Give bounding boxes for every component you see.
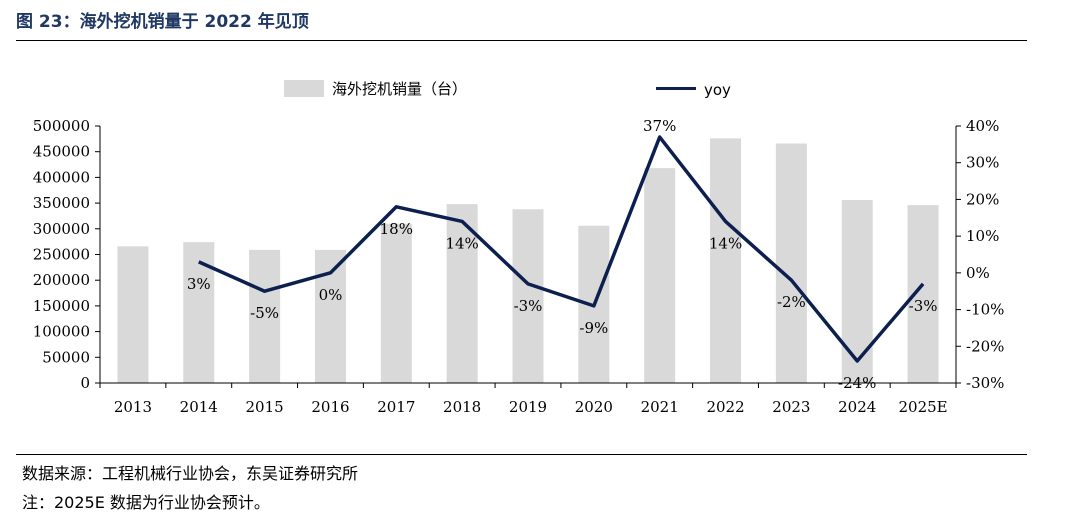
bar-2021 [644,168,676,383]
yoy-label-2020: -9% [579,319,608,337]
yoy-label-2017: 18% [380,220,413,238]
yoy-label-2023: -2% [777,293,806,311]
yoy-label-2025E: -3% [909,297,938,315]
x-tick-label: 2017 [377,398,415,416]
legend: 海外挖机销量（台） yoy [284,80,731,99]
tick-labels: 0 50000 100000 150000 200000 250000 300000 3500… [33,117,1005,416]
bar-2019 [512,209,544,383]
yoy-label-2015: -5% [250,304,279,322]
left-tick-label: 500000 [33,117,90,135]
x-tick-label: 2016 [311,398,349,416]
right-tick-label: 30% [966,154,999,172]
bar-2024 [841,200,873,383]
right-tick-label: -30% [966,374,1004,392]
footer-rule [16,454,1027,455]
bar-2023 [775,143,807,383]
footnote: 注：2025E 数据为行业协会预计。 [22,493,270,512]
yoy-label-2024: -24% [838,374,876,392]
figure-title: 图 23：海外挖机销量于 2022 年见顶 [16,12,309,32]
x-tick-label: 2019 [509,398,547,416]
yoy-label-2019: -3% [514,297,543,315]
left-tick-label: 300000 [33,220,90,238]
yoy-label-2021: 37% [643,117,676,135]
bar-2017 [380,223,412,383]
left-tick-label: 50000 [42,348,90,366]
legend-bar-label: 海外挖机销量（台） [332,80,467,98]
right-tick-label: 0% [966,264,990,282]
bar-series [117,138,939,383]
left-tick-label: 0 [80,374,90,392]
x-tick-label: 2020 [575,398,613,416]
x-tick-label: 2025E [899,398,948,416]
bar-2016 [314,249,346,383]
left-tick-label: 450000 [33,143,90,161]
bar-2018 [446,204,478,383]
right-tick-label: 10% [966,227,999,245]
left-tick-label: 150000 [33,297,90,315]
left-tick-label: 200000 [33,271,90,289]
yoy-label-2016: 0% [319,286,343,304]
right-tick-label: 40% [966,117,999,135]
yoy-label-2022: 14% [709,234,742,252]
line-series [198,135,925,363]
legend-bar-swatch [284,80,324,97]
legend-line-label: yoy [704,81,731,99]
axes [95,125,961,388]
yoy-label-2018: 14% [445,234,478,252]
x-tick-label: 2013 [114,398,152,416]
x-tick-label: 2023 [772,398,810,416]
data-labels: 3% -5% 0% 18% 14% -3% -9% 37% 14% -2% -24% -3% [187,117,938,392]
source-note: 数据来源：工程机械行业协会，东吴证券研究所 [22,464,359,483]
yoy-label-2014: 3% [187,275,211,293]
x-tick-label: 2022 [706,398,744,416]
left-tick-label: 400000 [33,168,90,186]
right-tick-label: 20% [966,190,999,208]
x-tick-label: 2015 [246,398,284,416]
right-tick-label: -20% [966,337,1004,355]
x-tick-label: 2021 [641,398,679,416]
yoy-line [198,135,925,363]
x-tick-label: 2024 [838,398,876,416]
bar-2022 [710,138,742,383]
left-tick-label: 100000 [33,323,90,341]
bar-2013 [117,246,149,383]
x-tick-label: 2018 [443,398,481,416]
left-tick-label: 350000 [33,194,90,212]
x-tick-label: 2014 [180,398,218,416]
left-tick-label: 250000 [33,246,90,264]
title-rule [16,40,1027,41]
bar-2015 [249,249,281,383]
right-tick-label: -10% [966,301,1004,319]
